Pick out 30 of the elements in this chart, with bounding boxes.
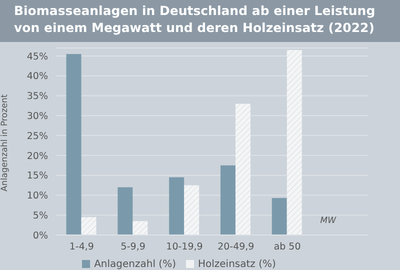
legend-label: Anlagenzahl (%) [94,259,176,270]
x-tick-label: 5-9,9 [120,242,146,253]
y-tick-label: 15% [26,170,48,182]
x-axis-title: MW [320,216,337,226]
y-tick-label: 40% [26,71,48,82]
x-tick-label: 10-19,9 [166,242,203,253]
bar [220,165,236,235]
bar [66,54,82,235]
y-tick-label: 35% [26,91,48,102]
y-tick-label: 10% [26,190,48,202]
y-tick-label: 20% [26,150,48,162]
bar [184,185,200,235]
y-tick-label: 0% [32,230,48,242]
bar [272,198,287,235]
y-tick-label: 45% [26,51,48,62]
legend-label: Holzeinsatz (%) [198,259,276,270]
y-tick-label: 30% [26,111,48,122]
y-tick-label: 5% [32,210,48,222]
x-tick-label: 20-49,9 [218,242,254,253]
bar [169,177,184,235]
y-tick-label: 25% [26,130,48,142]
x-tick-label: 1-4,9 [69,242,94,253]
bar [118,187,133,235]
bar [286,50,302,235]
bar [235,104,250,235]
x-tick-label: ab 50 [274,242,301,253]
bar [81,217,96,235]
chart-title: Biomasseanlagen in Deutschland ab einer Leistung von einem Megawatt und deren Holzeinsatz (2022) [14,2,376,36]
bar [132,221,148,235]
y-axis-title: Anlagenzahl in Prozent [0,94,10,192]
